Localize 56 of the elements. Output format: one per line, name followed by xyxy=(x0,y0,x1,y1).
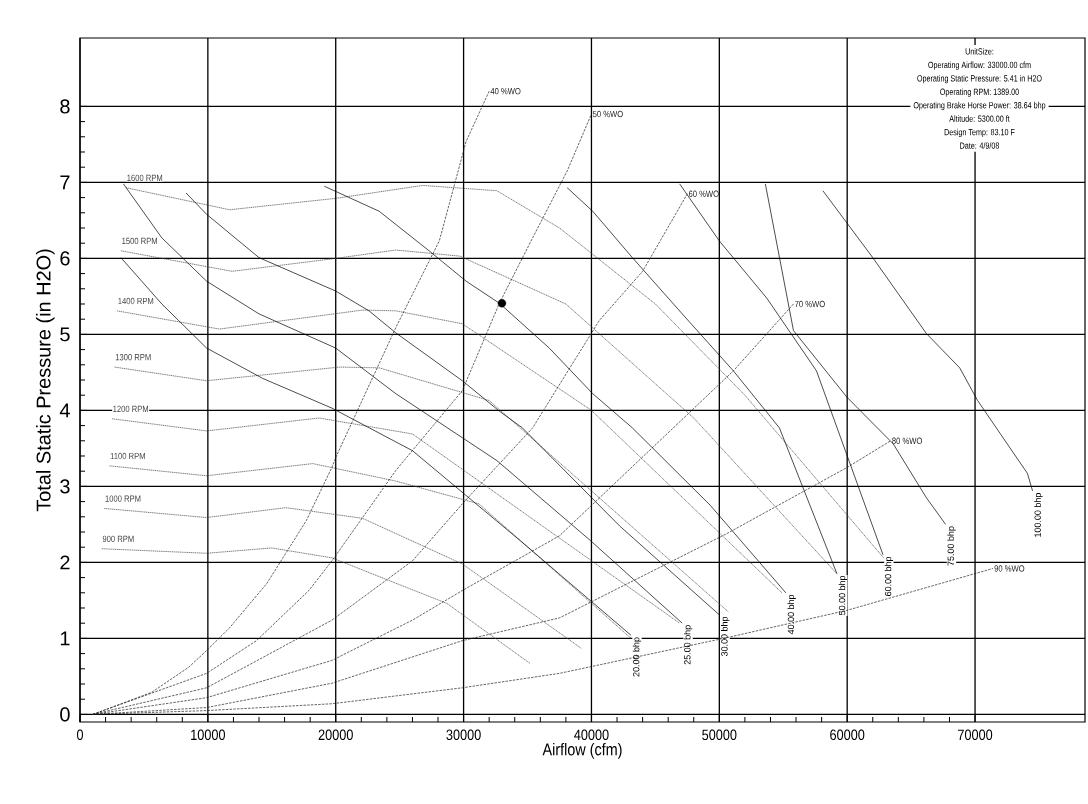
x-tick-label: 20000 xyxy=(318,729,353,741)
series-label: 80 %WO xyxy=(892,437,922,444)
text: 40.00 bhp xyxy=(787,594,796,635)
line-series xyxy=(323,185,787,594)
series-label: 1500 RPM xyxy=(122,237,157,245)
y-tick-label: 8 xyxy=(60,99,70,114)
series-label: 1400 RPM xyxy=(118,297,154,305)
y-tick-label: 1 xyxy=(60,631,70,646)
annotation: Operating Brake Horse Power: 38.64 bhp xyxy=(913,101,1046,111)
x-tick-label: 10000 xyxy=(191,729,226,741)
series-label: 1200 RPM xyxy=(113,405,149,413)
x-tick-label: 50000 xyxy=(702,729,737,741)
series-label: 1600 RPM xyxy=(127,174,163,182)
line-series xyxy=(185,192,720,616)
y-axis-title: Total Static Pressure (in H2O) xyxy=(36,249,55,512)
series-label: 1300 RPM xyxy=(115,354,151,361)
series-label: 70 %WO xyxy=(795,300,825,308)
line-series xyxy=(679,183,884,556)
annotation: Operating Airflow: 33000.00 cfm xyxy=(928,61,1031,70)
text: 75.00 bhp xyxy=(947,526,956,566)
y-tick-label: 7 xyxy=(60,175,70,190)
series-label: 900 RPM xyxy=(102,535,134,543)
y-tick-label: 6 xyxy=(60,251,70,266)
y-tick-label: 3 xyxy=(60,479,70,494)
text: 30.00 bhp xyxy=(721,616,730,657)
text: 60.00 bhp xyxy=(884,556,894,596)
x-tick-label: 0 xyxy=(76,729,84,741)
annotation: Date: 4/9/08 xyxy=(960,142,1000,149)
annotation: UnitSize: xyxy=(965,48,994,55)
annotation: Design Temp: 83.10 F xyxy=(944,128,1015,138)
y-tick-label: 4 xyxy=(59,403,70,418)
y-tick-label: 5 xyxy=(60,327,70,342)
text: 50.00 bhp xyxy=(838,575,848,616)
annotation: Operating Static Pressure: 5.41 in H2O xyxy=(917,74,1042,84)
line-series xyxy=(101,547,531,664)
line-series xyxy=(765,183,946,525)
text: 25.00 bhp xyxy=(683,625,693,665)
x-tick-label: 70000 xyxy=(958,729,993,741)
x-axis-title: Airflow (cfm) xyxy=(542,742,622,759)
series-label: 50 %WO xyxy=(592,110,623,118)
series-label: 1100 RPM xyxy=(110,452,145,460)
series-label: 1000 RPM xyxy=(105,495,141,502)
series-label: 40 %WO xyxy=(490,88,521,95)
x-tick-label: 60000 xyxy=(830,729,865,741)
y-tick-label: 2 xyxy=(60,555,70,570)
series-label: 90 %WO xyxy=(994,565,1025,572)
series-label: 60 %WO xyxy=(688,190,719,197)
x-tick-label: 40000 xyxy=(574,729,609,741)
line-series xyxy=(566,187,838,575)
annotation: Operating RPM: 1389.00 xyxy=(940,88,1019,97)
line-series xyxy=(103,507,582,649)
text: 100.00 bhp xyxy=(1034,493,1043,537)
x-tick-label: 30000 xyxy=(446,729,481,741)
y-tick-label: 0 xyxy=(60,707,70,722)
text: 20.00 bhp xyxy=(632,637,642,677)
annotation: Altitude: 5300.00 ft xyxy=(949,115,1010,122)
